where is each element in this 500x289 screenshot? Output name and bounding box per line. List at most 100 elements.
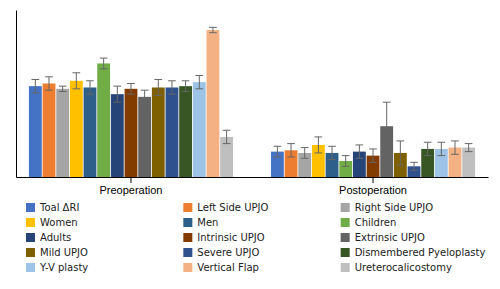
error-bar (195, 75, 203, 88)
error-cap (274, 146, 282, 147)
error-bar (274, 146, 282, 157)
legend-label: Intrinsic UPJO (197, 232, 264, 243)
error-bar (328, 146, 336, 159)
error-bar (369, 149, 377, 162)
error-line (277, 146, 278, 157)
legend-item: Dismembered Pyeloplasty (341, 247, 486, 258)
error-cap (223, 130, 231, 131)
legend-item: Y-V plasty (26, 262, 88, 273)
error-cap (182, 80, 190, 81)
error-line (49, 77, 50, 90)
error-cap (154, 95, 162, 96)
error-line (76, 73, 77, 89)
legend-label: Right Side UPJO (355, 202, 434, 213)
error-cap (31, 92, 39, 93)
error-cap (31, 79, 39, 80)
error-cap (86, 80, 94, 81)
error-bar (100, 58, 108, 69)
bar (193, 82, 206, 177)
bar (84, 87, 97, 177)
error-bar (437, 142, 445, 155)
error-bar (209, 27, 217, 32)
bar (56, 89, 69, 177)
error-line (89, 81, 90, 94)
bar (43, 83, 56, 177)
error-bar (356, 145, 364, 158)
legend-swatch (26, 218, 35, 227)
error-cap (342, 166, 350, 167)
error-cap (113, 86, 121, 87)
error-cap (424, 155, 432, 156)
error-line (117, 86, 118, 102)
error-cap (342, 155, 350, 156)
error-bar (342, 156, 350, 167)
error-bar (72, 73, 80, 89)
legend-swatch (26, 248, 35, 257)
error-line (345, 156, 346, 167)
error-bar (287, 144, 295, 157)
legend-swatch (26, 263, 35, 272)
error-cap (182, 91, 190, 92)
series (56, 86, 311, 177)
error-cap (274, 156, 282, 157)
error-cap (287, 143, 295, 144)
error-bar (45, 77, 53, 90)
legend-label: Men (197, 217, 218, 228)
error-cap (141, 103, 149, 104)
legend-item: Vertical Flap (183, 262, 259, 273)
error-cap (410, 162, 418, 163)
error-cap (100, 68, 108, 69)
error-cap (45, 76, 53, 77)
bar (179, 86, 192, 177)
series (166, 81, 421, 177)
error-cap (223, 143, 231, 144)
error-bar (301, 148, 309, 159)
error-cap (356, 144, 364, 145)
legend-swatch (183, 263, 192, 272)
error-line (144, 90, 145, 103)
error-cap (315, 136, 323, 137)
legend-label: Mild UPJO (40, 247, 88, 258)
error-bar (182, 81, 190, 92)
error-cap (141, 90, 149, 91)
x-tick: Preoperation (99, 177, 162, 196)
error-cap (209, 32, 217, 33)
series (207, 27, 462, 177)
error-bar (410, 162, 418, 170)
legend-label: Adults (40, 232, 71, 243)
error-line (359, 145, 360, 158)
error-cap (154, 79, 162, 80)
error-cap (465, 143, 473, 144)
error-bar (315, 137, 323, 153)
error-line (103, 58, 104, 69)
legend-item: Extrinsic UPJO (341, 232, 425, 243)
error-line (158, 79, 159, 95)
error-cap (410, 170, 418, 171)
bar (97, 63, 110, 177)
error-bar (154, 79, 162, 95)
error-line (62, 86, 63, 91)
error-cap (127, 94, 135, 95)
error-cap (328, 146, 336, 147)
error-bar (141, 90, 149, 103)
x-tick: Postoperation (339, 177, 407, 196)
error-bar (168, 81, 176, 94)
error-cap (59, 91, 67, 92)
error-cap (465, 151, 473, 152)
error-cap (195, 75, 203, 76)
series (97, 58, 352, 177)
legend-item: Women (26, 217, 78, 228)
error-cap (287, 156, 295, 157)
error-cap (328, 159, 336, 160)
legend-item: Severe UPJO (183, 247, 259, 258)
error-cap (301, 158, 309, 159)
error-cap (369, 148, 377, 149)
error-line (386, 102, 387, 150)
chart: PreoperationPostoperationToal ΔRILeft Si… (0, 0, 500, 289)
x-tick-mark (130, 177, 131, 183)
y-axis (16, 11, 17, 178)
error-cap (437, 142, 445, 143)
bar (70, 81, 83, 177)
legend-label: Vertical Flap (197, 262, 259, 273)
error-cap (396, 164, 404, 165)
